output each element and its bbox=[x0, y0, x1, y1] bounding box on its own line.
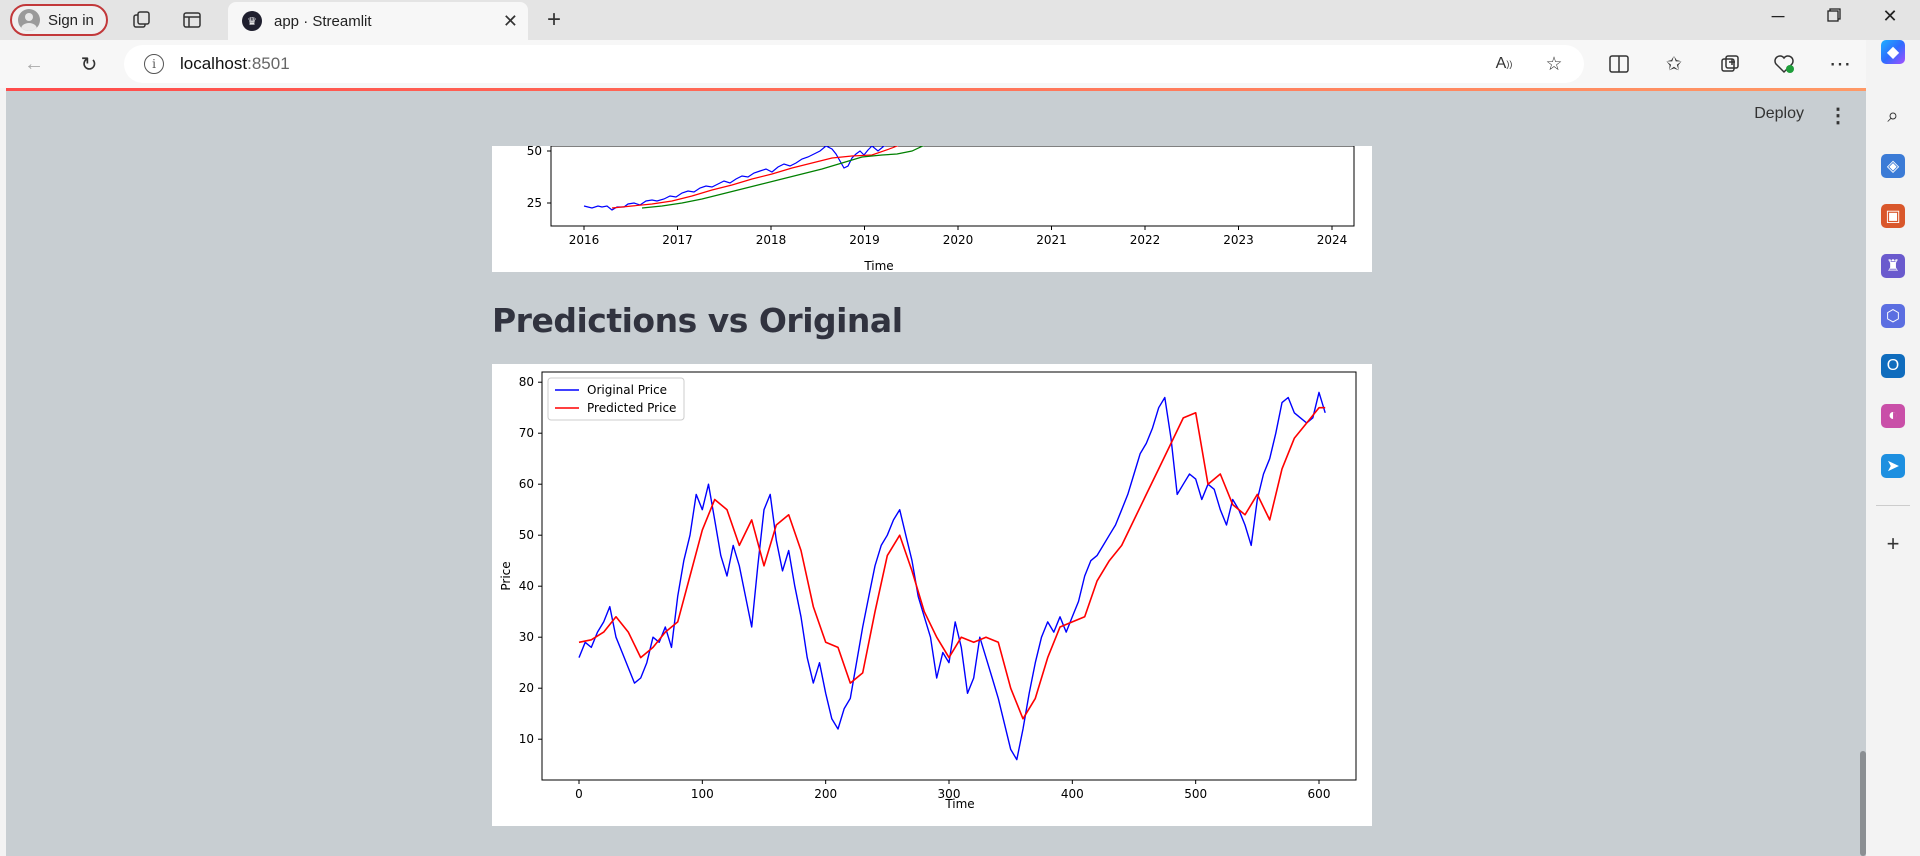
designer-icon[interactable]: ◐ bbox=[1881, 404, 1905, 428]
sign-in-label: Sign in bbox=[48, 11, 94, 29]
close-tab-icon[interactable]: ✕ bbox=[502, 11, 518, 31]
url-host: localhost bbox=[180, 54, 248, 73]
top-x-tick-label: 2017 bbox=[662, 233, 693, 247]
top-y-tick-label: 25 bbox=[527, 196, 542, 210]
top-y-tick-label: 50 bbox=[527, 146, 542, 158]
y-tick-label: 50 bbox=[519, 528, 534, 542]
legend-label-predicted: Predicted Price bbox=[587, 401, 676, 415]
shopping-tag-icon[interactable]: ◈ bbox=[1881, 154, 1905, 178]
y-axis-label: Price bbox=[499, 561, 513, 590]
loading-accent-line bbox=[6, 88, 1866, 91]
url-field[interactable]: i localhost:8501 bbox=[124, 45, 1584, 83]
predictions-chart-svg: 0 100 200 300 400 500 600 10 20 30 40 50 60 70 80 Time… bbox=[499, 371, 1357, 811]
top-x-tick-label: 2021 bbox=[1036, 233, 1067, 247]
ma-200-line bbox=[641, 143, 928, 209]
x-tick-label: 100 bbox=[691, 787, 714, 801]
x-tick-label: 300 bbox=[938, 787, 961, 801]
tab-strip: Sign in ♛ app · Streamlit ✕ + ─ ✕ bbox=[0, 0, 1920, 40]
streamlit-crown-icon: ♛ bbox=[242, 11, 262, 31]
drop-send-icon[interactable]: ➤ bbox=[1881, 454, 1905, 478]
y-tick-label: 70 bbox=[519, 426, 534, 440]
top-x-tick-label: 2023 bbox=[1223, 233, 1254, 247]
top-chart-xlabel: Time bbox=[863, 259, 893, 272]
chart-legend: Original Price Predicted Price bbox=[547, 377, 685, 421]
close-price-line bbox=[583, 143, 891, 211]
new-tab-icon[interactable]: + bbox=[546, 6, 561, 33]
y-tick-label: 10 bbox=[519, 732, 534, 746]
read-aloud-icon[interactable]: A)) bbox=[1495, 55, 1513, 72]
top-x-tick-label: 2022 bbox=[1130, 233, 1161, 247]
favorite-star-icon[interactable]: ☆ bbox=[1545, 53, 1563, 75]
back-arrow-icon[interactable]: ← bbox=[24, 52, 44, 75]
close-window-icon[interactable]: ✕ bbox=[1882, 6, 1898, 26]
address-bar-row: ← ↻ i localhost:8501 A)) ☆ ✩ ⋯ bbox=[0, 40, 1920, 88]
y-tick-label: 60 bbox=[519, 477, 534, 491]
restore-icon[interactable] bbox=[1814, 6, 1854, 27]
deploy-button[interactable]: Deploy bbox=[1754, 105, 1804, 122]
predictions-chart: 0 100 200 300 400 500 600 10 20 30 40 50 60 70 80 Time… bbox=[492, 364, 1372, 826]
tab-streamlit-app[interactable]: ♛ app · Streamlit ✕ bbox=[228, 2, 528, 40]
url-port: :8501 bbox=[247, 54, 290, 73]
profile-avatar-icon bbox=[18, 9, 40, 31]
x-tick-label: 200 bbox=[814, 787, 837, 801]
top-x-tick-label: 2019 bbox=[849, 233, 880, 247]
top-x-tick-label: 2024 bbox=[1317, 233, 1348, 247]
x-tick-label: 400 bbox=[1061, 787, 1084, 801]
outlook-icon[interactable]: O bbox=[1881, 354, 1905, 378]
sidebar-divider bbox=[1876, 505, 1910, 506]
refresh-icon[interactable]: ↻ bbox=[80, 53, 98, 76]
moving-average-chart-svg: 50 25 2016 2017 2018 2019 2020 2021 2022 2023 202… bbox=[527, 143, 1355, 273]
copilot-icon[interactable]: ◆ bbox=[1881, 40, 1905, 64]
y-tick-label: 20 bbox=[519, 681, 534, 695]
top-x-tick-label: 2016 bbox=[569, 233, 600, 247]
favorites-list-icon[interactable]: ✩ bbox=[1666, 53, 1682, 75]
ma-100-line bbox=[611, 143, 903, 209]
y-tick-label: 80 bbox=[519, 375, 534, 389]
x-axis-label: Time bbox=[944, 797, 974, 811]
games-icon[interactable]: ♜ bbox=[1881, 254, 1905, 278]
y-tick-label: 40 bbox=[519, 579, 534, 593]
original-price-line bbox=[578, 391, 1326, 761]
more-options-icon[interactable]: ⋯ bbox=[1829, 51, 1851, 76]
main-menu-icon[interactable]: ⋮ bbox=[1828, 105, 1848, 127]
tools-briefcase-icon[interactable]: ▣ bbox=[1881, 204, 1905, 228]
split-screen-icon[interactable] bbox=[1605, 50, 1633, 78]
tab-actions-icon[interactable] bbox=[180, 8, 204, 32]
x-tick-label: 0 bbox=[575, 787, 583, 801]
minimize-icon[interactable]: ─ bbox=[1771, 6, 1785, 26]
y-tick-label: 30 bbox=[519, 630, 534, 644]
sign-in-button[interactable]: Sign in bbox=[10, 4, 108, 36]
workspaces-icon[interactable] bbox=[130, 8, 154, 32]
moving-average-chart: 50 25 2016 2017 2018 2019 2020 2021 2022 2023 202… bbox=[492, 143, 1372, 273]
microsoft-365-icon[interactable]: ⬡ bbox=[1881, 304, 1905, 328]
tab-title: app · Streamlit bbox=[274, 12, 372, 30]
top-x-tick-label: 2020 bbox=[943, 233, 974, 247]
x-tick-label: 600 bbox=[1308, 787, 1331, 801]
add-sidebar-app-icon[interactable]: + bbox=[1886, 531, 1900, 556]
edge-sidebar: ◆ ⌕ ◈ ▣ ♜ ⬡ O ◐ ➤ + bbox=[1866, 40, 1920, 856]
browser-essentials-icon[interactable] bbox=[1770, 50, 1798, 78]
site-info-icon[interactable]: i bbox=[144, 54, 164, 74]
section-heading: Predictions vs Original bbox=[492, 301, 903, 340]
search-icon[interactable]: ⌕ bbox=[1887, 104, 1899, 127]
x-tick-label: 500 bbox=[1184, 787, 1207, 801]
predicted-price-line bbox=[578, 406, 1326, 720]
top-x-tick-label: 2018 bbox=[756, 233, 787, 247]
legend-label-original: Original Price bbox=[587, 383, 667, 397]
collections-icon[interactable] bbox=[1716, 50, 1744, 78]
streamlit-page: Deploy ⋮ 50 25 2016 2017 2018 2019 2020 2021 20… bbox=[6, 91, 1866, 856]
page-scrollbar[interactable] bbox=[1860, 751, 1866, 856]
